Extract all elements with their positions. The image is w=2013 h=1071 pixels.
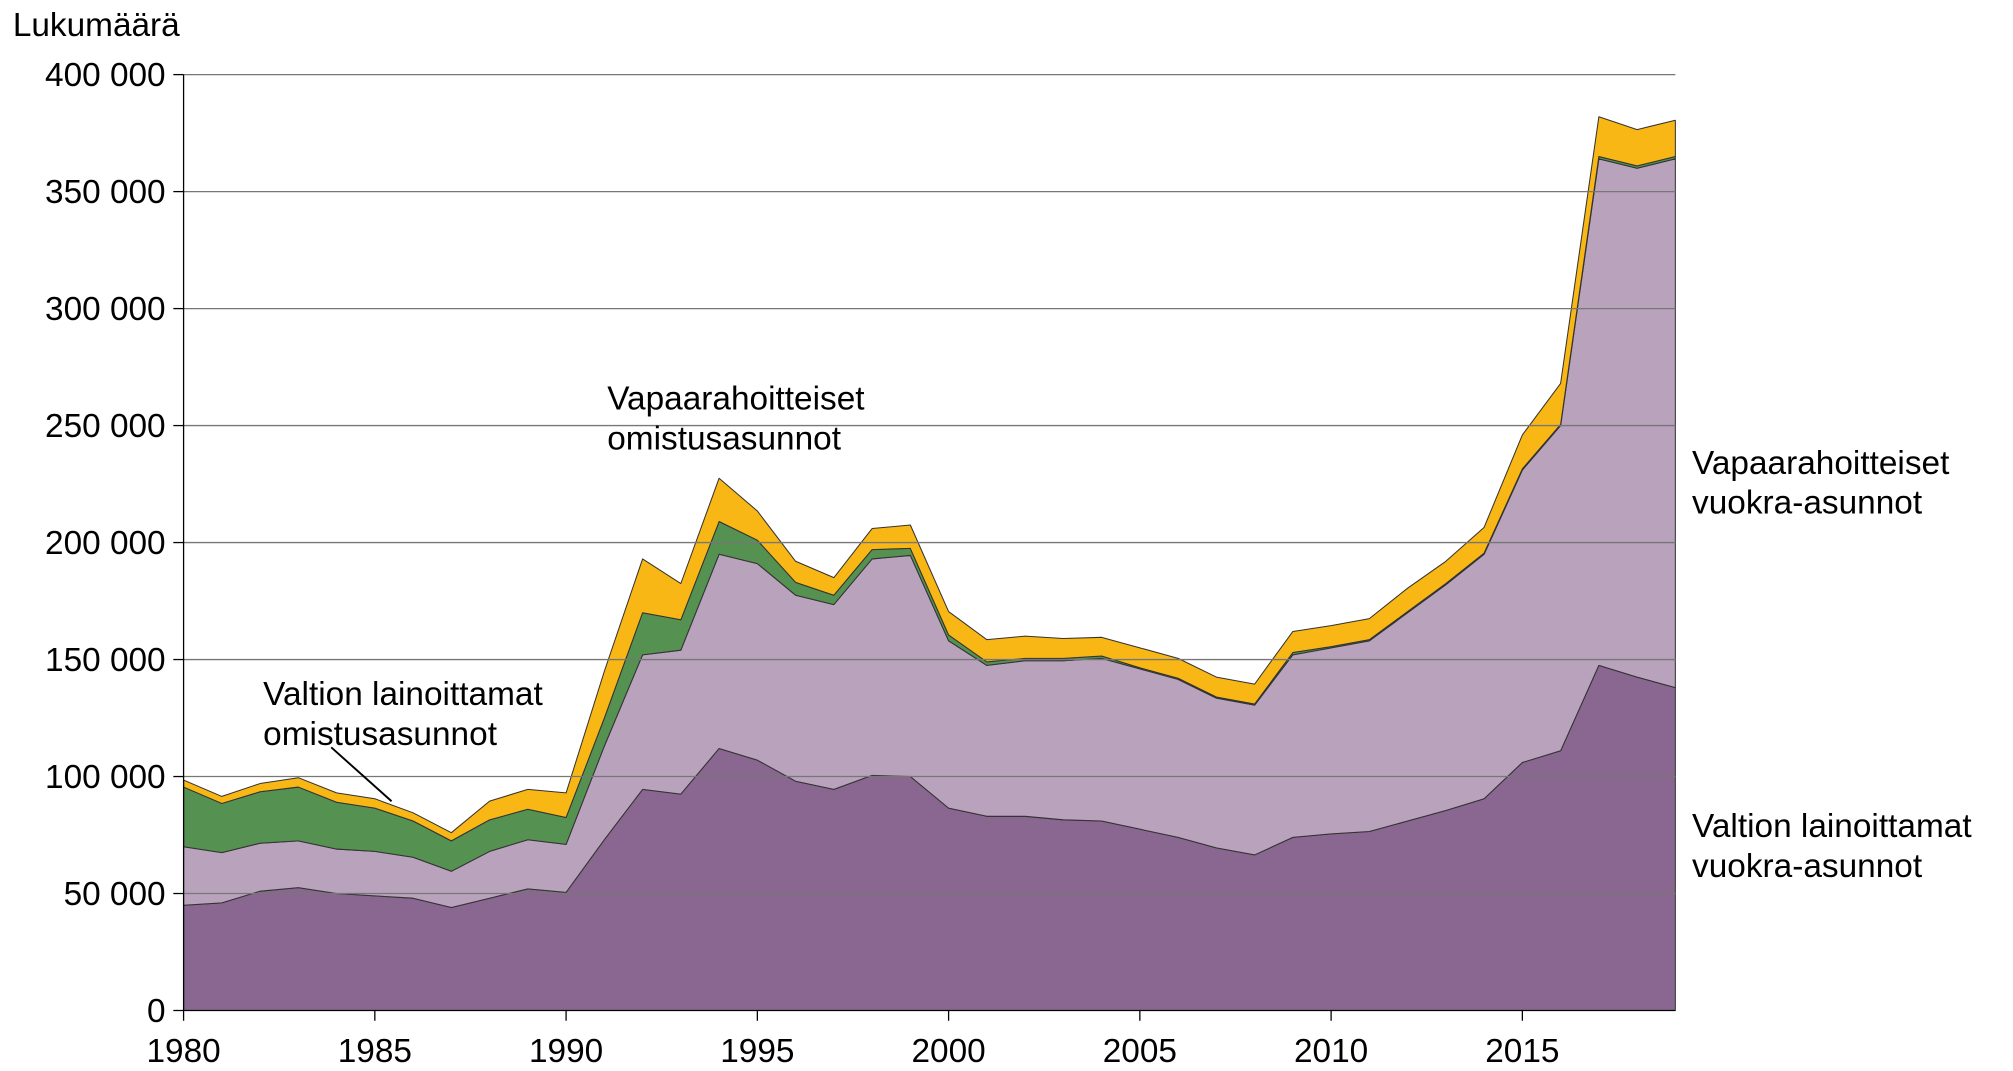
series-label: Vapaarahoitteiset vuokra-asunnot <box>1692 443 1950 522</box>
y-tick-label: 100 000 <box>45 759 166 796</box>
y-tick-label: 50 000 <box>64 876 166 913</box>
y-tick-label: 0 <box>147 993 166 1030</box>
y-axis-title: Lukumäärä <box>13 7 180 44</box>
series-label-box: Valtion lainoittamat omistusasunnot <box>263 674 543 753</box>
x-tick-label: 2005 <box>1103 1033 1177 1070</box>
y-tick-label: 150 000 <box>45 642 166 679</box>
y-tick-label: 250 000 <box>45 408 166 445</box>
series-label: Vapaarahoitteiset omistusasunnot <box>607 378 865 458</box>
axes: 0 50 000 100 000 150 000 200 000 250 000 300 0… <box>45 57 1676 1070</box>
series-label: Valtion lainoittamat omistusasunnot <box>263 674 543 753</box>
y-tick-label: 300 000 <box>45 291 166 328</box>
areas <box>183 116 1676 1012</box>
y-tick-label: 350 000 <box>45 174 166 211</box>
x-tick-label: 1980 <box>146 1033 220 1070</box>
x-tick-label: 1985 <box>338 1033 412 1070</box>
x-tick-label: 1995 <box>720 1033 794 1070</box>
series-label-box: Valtion lainoittamat vuokra-asunnot <box>1692 806 1972 885</box>
x-tick-label: 1990 <box>529 1033 603 1070</box>
x-tick-label: 2000 <box>911 1033 985 1070</box>
series-label-box: Vapaarahoitteiset vuokra-asunnot <box>1692 443 1950 522</box>
annotation-arrow <box>330 746 393 802</box>
series-label-box: Vapaarahoitteiset omistusasunnot <box>607 378 865 458</box>
x-tick-label: 2015 <box>1485 1033 1559 1070</box>
series-label: Valtion lainoittamat vuokra-asunnot <box>1692 806 1972 885</box>
area <box>183 116 1676 842</box>
y-tick-label: 400 000 <box>45 57 166 94</box>
y-tick-label: 200 000 <box>45 525 166 562</box>
grid <box>183 73 1676 895</box>
x-tick-label: 2010 <box>1294 1033 1368 1070</box>
